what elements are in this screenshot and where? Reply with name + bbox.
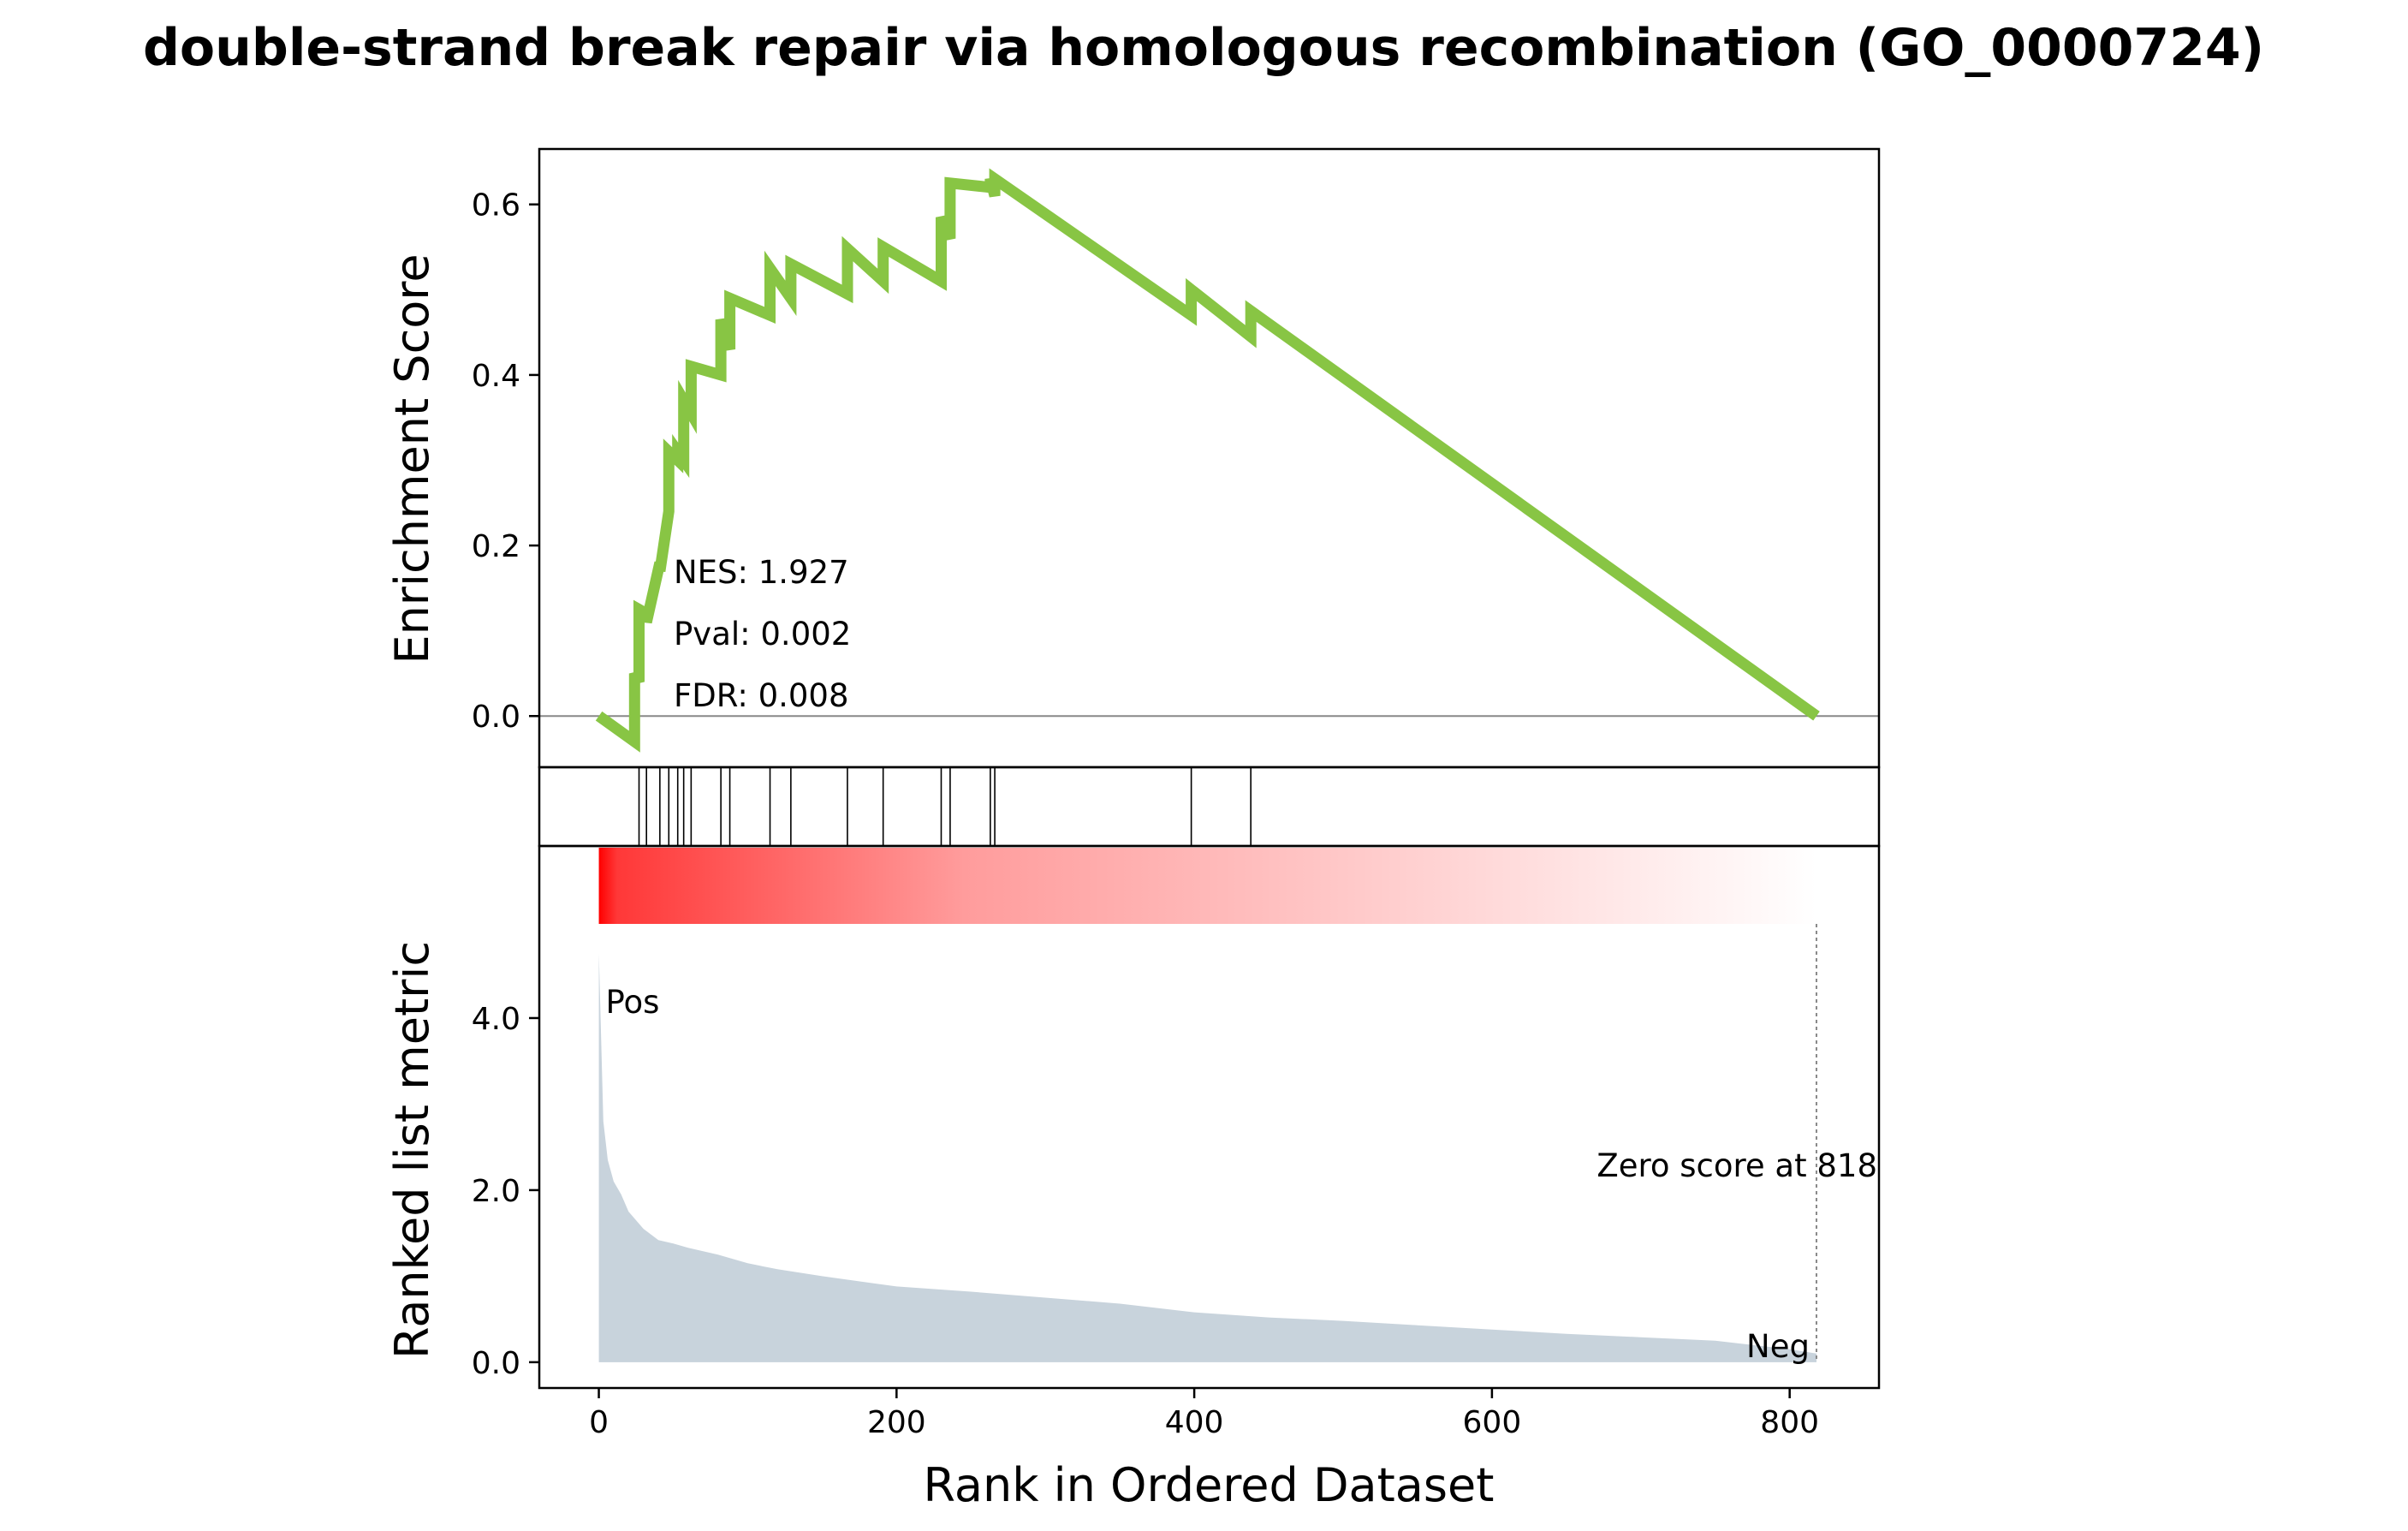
x-tick-label: 400: [1165, 1405, 1224, 1440]
metric-y-tick-label: 4.0: [472, 1002, 520, 1037]
enrichment-panel: 0.0 0.2 0.4 0.6 NES: 1.927 Pval: 0.002 FDR:…: [385, 147, 1881, 769]
metric-panel: Pos Neg Zero score at 818 0.0 2.0 4.0 0 200…: [385, 844, 1881, 1512]
es-y-tick-label: 0.2: [472, 529, 520, 564]
metric-y-axis-label: Ranked list metric: [385, 941, 439, 1359]
hits-panel-frame: [538, 766, 1881, 848]
nes-annotation: NES: 1.927: [674, 554, 849, 591]
pos-label: Pos: [606, 984, 660, 1021]
x-tick-label: 800: [1760, 1405, 1819, 1440]
metric-y-tick-label: 2.0: [472, 1174, 520, 1209]
x-tick-label: 0: [589, 1405, 609, 1440]
pval-annotation: Pval: 0.002: [674, 616, 851, 652]
es-y-axis-label: Enrichment Score: [385, 253, 439, 664]
metric-panel-frame: [538, 844, 1881, 1390]
zero-score-label: Zero score at 818: [1596, 1147, 1877, 1184]
neg-label: Neg: [1746, 1328, 1810, 1365]
x-axis-label: Rank in Ordered Dataset: [924, 1458, 1495, 1512]
metric-x-ticks: 0 200 400 600 800: [589, 1388, 1819, 1440]
enrichment-score-line: [595, 168, 1820, 753]
es-y-tick-label: 0.6: [472, 188, 520, 223]
es-y-tick-label: 0.4: [472, 359, 520, 394]
hits-panel: [538, 766, 1881, 848]
x-tick-label: 600: [1463, 1405, 1522, 1440]
es-y-tick-label: 0.0: [472, 700, 520, 735]
es-y-ticks: 0.0 0.2 0.4 0.6: [472, 188, 539, 735]
ranked-metric-area: [598, 953, 1816, 1362]
metric-y-tick-label: 0.0: [472, 1346, 520, 1381]
chart-title: double-strand break repair via homologou…: [143, 18, 2264, 78]
fdr-annotation: FDR: 0.008: [674, 677, 849, 714]
rank-gradient-bar: [598, 848, 1816, 924]
hit-lines: [638, 767, 1252, 846]
es-panel-frame: [538, 147, 1881, 769]
x-tick-label: 200: [867, 1405, 926, 1440]
metric-y-ticks: 0.0 2.0 4.0: [472, 1002, 539, 1381]
